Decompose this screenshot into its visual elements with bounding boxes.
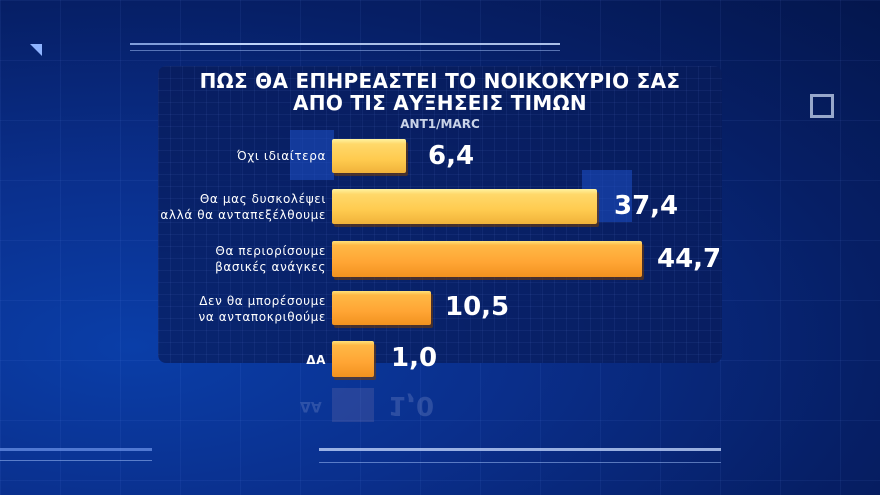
top-deco-line <box>200 43 560 45</box>
bottom-deco-line <box>0 448 152 451</box>
row-label: Όχι ιδιαίτερα <box>237 148 326 164</box>
reflection-label: ΔΑ <box>300 398 322 414</box>
row-label: Θα περιορίσουμε βασικές ανάγκες <box>215 243 326 275</box>
row-label: Δεν θα μπορέσουμε να ανταποκριθούμε <box>199 293 326 325</box>
bar-no-answer <box>332 341 374 377</box>
bar-value: 10,5 <box>445 292 510 322</box>
square-outline-icon <box>810 94 834 118</box>
label-text: Θα μας δυσκολέψει <box>199 192 326 206</box>
label-text: αλλά θα ανταπεξέλθουμε <box>160 208 326 222</box>
label-text: Δεν θα μπορέσουμε <box>199 294 326 308</box>
bottom-deco-line <box>0 460 152 461</box>
reflection-bar <box>332 388 374 422</box>
corner-triangle-icon <box>30 44 42 56</box>
reflection-value: 1,0 <box>388 390 435 420</box>
bar-value: 37,4 <box>614 191 679 221</box>
chart-title-line1: ΠΩΣ ΘΑ ΕΠΗΡΕΑΣΤΕΙ ΤΟ ΝΟΙΚΟΚΥΡΙΟ ΣΑΣ <box>199 69 681 93</box>
bar-difficult-but-cope <box>332 189 597 224</box>
bar-value: 44,7 <box>657 244 722 274</box>
bar-value: 6,4 <box>428 141 475 171</box>
label-text: Όχι ιδιαίτερα <box>236 149 326 163</box>
chart-source: ANT1/MARC <box>400 117 480 131</box>
bottom-deco-line <box>319 448 721 451</box>
bar-limit-basic-needs <box>332 241 642 277</box>
row-label: ΔΑ <box>306 352 326 368</box>
bar-value: 1,0 <box>391 343 438 373</box>
label-text: Θα περιορίσουμε <box>215 244 326 258</box>
top-deco-line <box>130 50 560 51</box>
label-text: ΔΑ <box>306 353 326 367</box>
chart-title-line2: ΑΠΟ ΤΙΣ ΑΥΞΗΣΕΙΣ ΤΙΜΩΝ <box>293 91 587 115</box>
bar-not-particularly <box>332 139 406 173</box>
row-label: Θα μας δυσκολέψει αλλά θα ανταπεξέλθουμε <box>160 191 326 223</box>
decor-square <box>290 130 334 180</box>
bar-reflection: ΔΑ 1,0 <box>280 388 460 422</box>
bottom-deco-line <box>319 462 721 463</box>
label-text: βασικές ανάγκες <box>215 260 326 274</box>
bar-cannot-cope <box>332 291 431 325</box>
label-text: να ανταποκριθούμε <box>198 310 326 324</box>
